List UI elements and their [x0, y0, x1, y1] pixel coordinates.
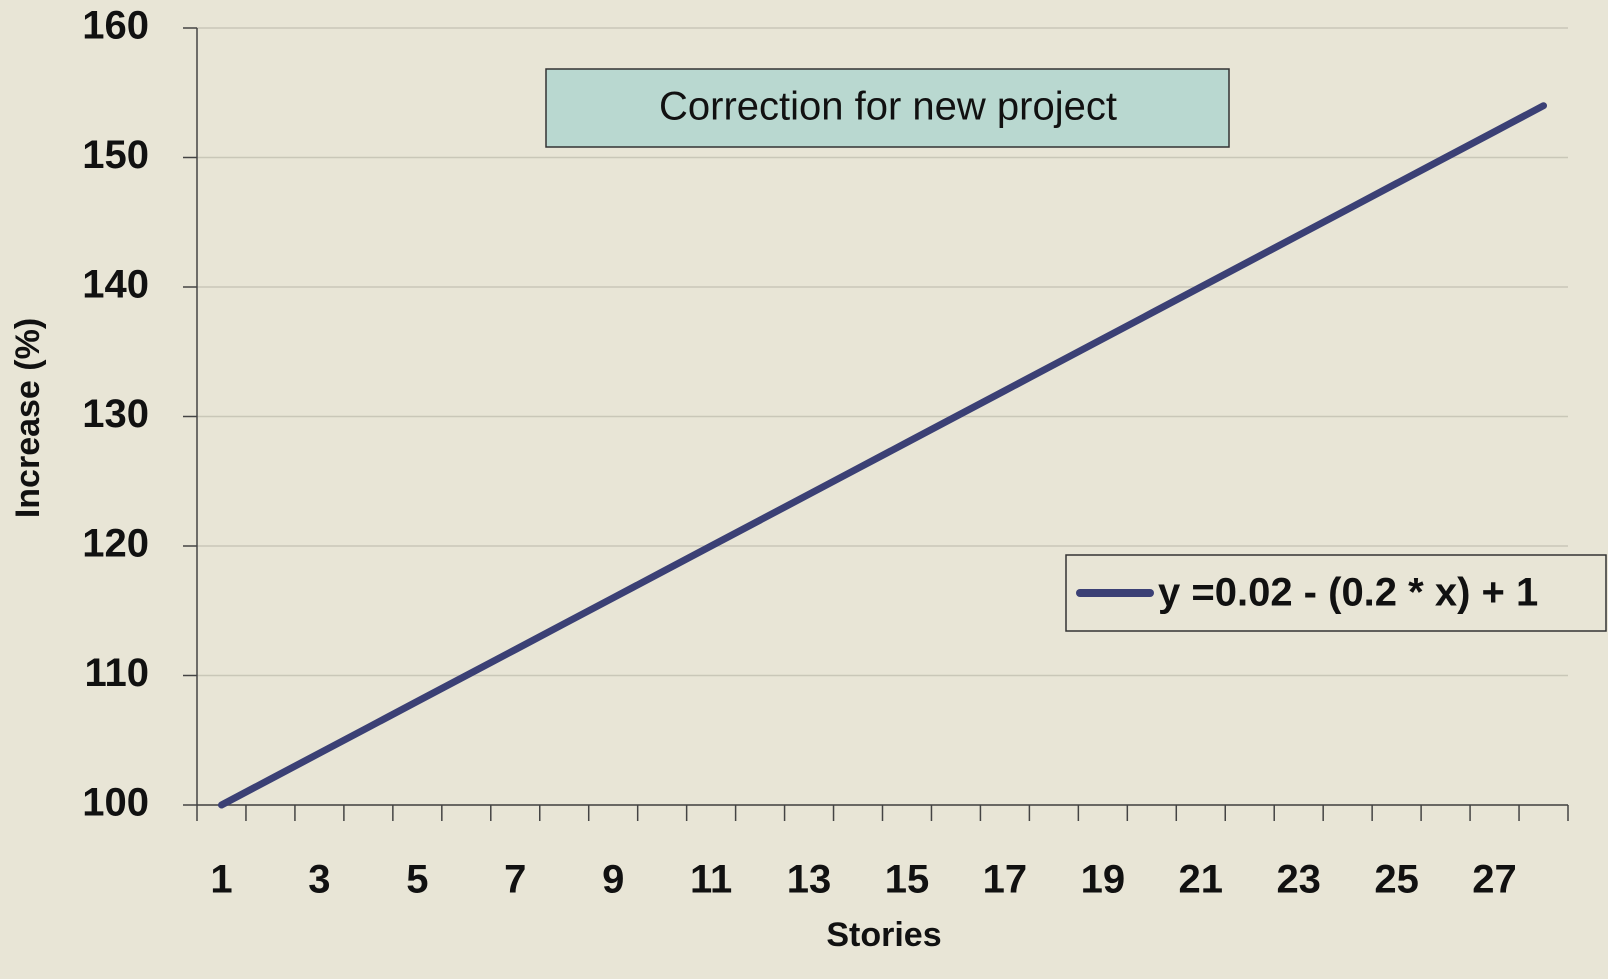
y-tick-label: 120: [82, 522, 149, 566]
grid: [183, 27, 1569, 821]
x-tick-label: 27: [1472, 858, 1517, 902]
x-tick-label: 23: [1276, 858, 1321, 902]
x-tick-label: 9: [602, 858, 624, 902]
x-tick-label: 5: [406, 858, 428, 902]
x-tick-label: 17: [983, 858, 1028, 902]
x-tick-label: 21: [1179, 858, 1224, 902]
chart-title: Correction for new project: [659, 85, 1117, 129]
y-tick-label: 160: [82, 4, 149, 48]
x-tick-label: 25: [1374, 858, 1419, 902]
y-tick-label: 140: [82, 263, 149, 307]
x-tick-label: 15: [885, 858, 930, 902]
x-tick-label: 7: [504, 858, 526, 902]
title-box: [545, 68, 1230, 148]
x-tick-label: 1: [210, 858, 232, 902]
y-tick-label: 100: [82, 781, 149, 825]
y-axis-label: Increase (%): [9, 318, 47, 518]
x-tick-label: 13: [787, 858, 832, 902]
legend-label: y =0.02 - (0.2 * x) + 1: [1158, 571, 1538, 615]
legend-box: [1065, 554, 1607, 632]
plot: [218, 102, 1547, 809]
data-line: [218, 102, 1547, 809]
y-tick-label: 110: [84, 651, 149, 695]
y-tick-label: 150: [82, 133, 149, 177]
y-tick-label: 130: [82, 392, 149, 436]
x-tick-label: 19: [1081, 858, 1126, 902]
x-tick-label: 11: [690, 858, 732, 902]
legend: y =0.02 - (0.2 * x) + 1: [1065, 554, 1607, 632]
x-tick-label: 3: [308, 858, 330, 902]
x-axis-label: Stories: [826, 916, 941, 954]
